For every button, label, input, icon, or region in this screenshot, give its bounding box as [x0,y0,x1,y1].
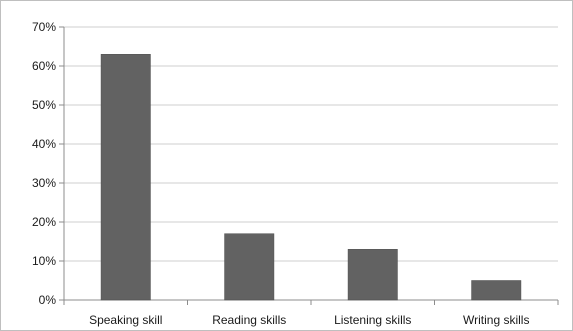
x-tick-label: Reading skills [212,313,286,327]
x-tick-label: Speaking skill [89,313,162,327]
y-tick-label: 40% [32,137,56,151]
bars [100,54,522,301]
x-tick-label: Writing skills [463,313,529,327]
y-tick-label: 50% [32,98,56,112]
y-axis-tick-labels: 0% 10% 20% 30% 40% 50% 60% 70% [32,20,56,307]
bar-speaking-skill [100,54,151,301]
y-tick-label: 30% [32,176,56,190]
y-tick-label: 20% [32,215,56,229]
y-tick-label: 0% [39,293,57,307]
y-tick-label: 10% [32,254,56,268]
x-tick-label: Listening skills [334,313,411,327]
x-axis-tick-labels: Speaking skill Reading skills Listening sk… [89,313,529,327]
y-tick-label: 60% [32,59,56,73]
bar-reading-skills [224,233,275,301]
y-tick-label: 70% [32,20,56,34]
bar-listening-skills [347,249,398,301]
bar-writing-skills [471,280,522,301]
